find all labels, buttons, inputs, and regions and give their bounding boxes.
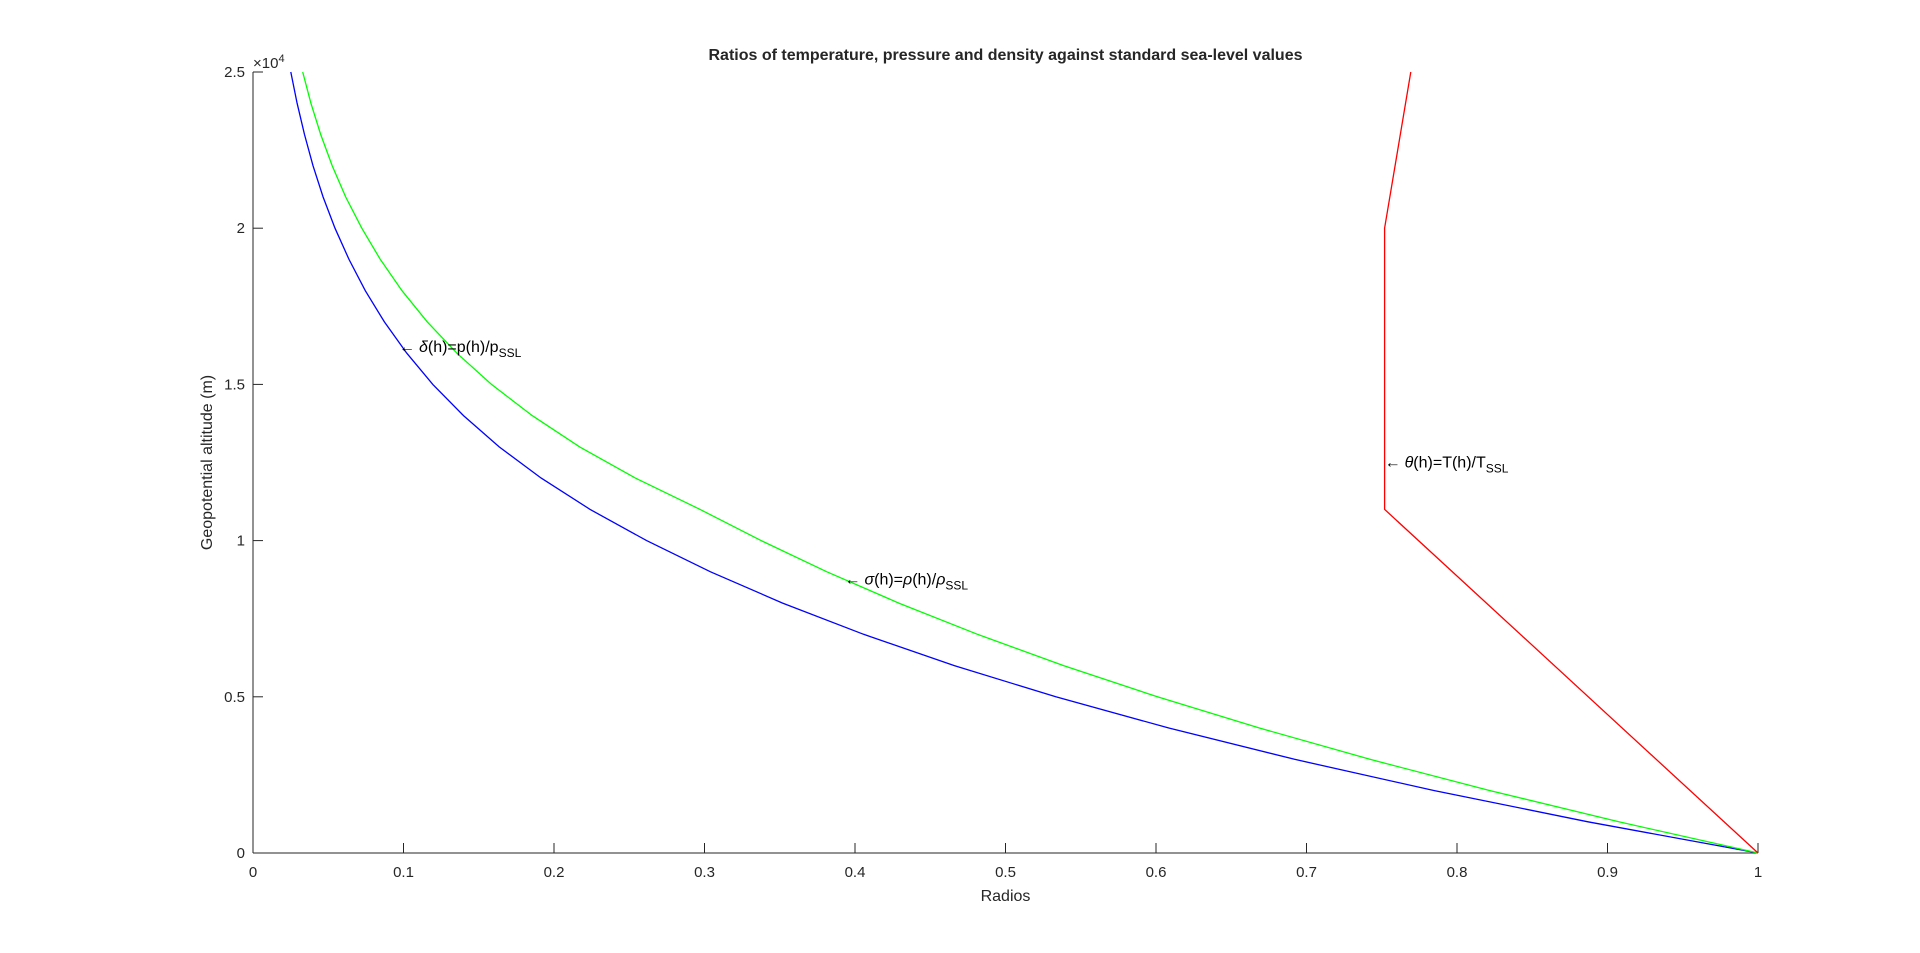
annotation-subscript: SSL bbox=[945, 579, 968, 593]
annotation-symbol: δ bbox=[419, 339, 429, 356]
annotation-symbol: σ bbox=[864, 572, 875, 589]
y-tick-label: 0 bbox=[237, 845, 245, 862]
x-tick-label: 0.6 bbox=[1146, 864, 1167, 881]
annotation-subscript: SSL bbox=[499, 346, 522, 360]
annotation-arrow: ← bbox=[1385, 455, 1401, 472]
series-line-2 bbox=[1383, 71, 1759, 854]
annotation-symbol: θ bbox=[1405, 455, 1414, 472]
x-tick-label: 0 bbox=[249, 864, 257, 881]
y-tick-label: 1.5 bbox=[224, 376, 245, 393]
series-line-0 bbox=[290, 71, 1759, 854]
y-tick-label: 1 bbox=[237, 533, 245, 550]
x-tick-label: 0.2 bbox=[544, 864, 565, 881]
x-tick-label: 0.8 bbox=[1447, 864, 1468, 881]
y-tick-label: 0.5 bbox=[224, 689, 245, 706]
annotation-text: (h)= bbox=[874, 572, 903, 589]
x-tick-label: 0.5 bbox=[995, 864, 1016, 881]
chart-title: Ratios of temperature, pressure and dens… bbox=[709, 47, 1303, 64]
annotation-pressure-ratio: ← δ(h)=p(h)/pSSL bbox=[399, 339, 522, 360]
x-tick-label: 0.1 bbox=[393, 864, 414, 881]
annotation-arrow: ← bbox=[399, 339, 415, 356]
y-axis-exponent: ×104 bbox=[253, 53, 285, 72]
annotations: ← δ(h)=p(h)/pSSL ← σ(h)=ρ(h)/ρSSL ← θ(h)=T(… bbox=[399, 339, 1509, 593]
y-axis-exponent-base: ×10 bbox=[253, 55, 278, 72]
x-tick-label: 0.9 bbox=[1597, 864, 1618, 881]
annotation-text: (h)/ bbox=[912, 572, 937, 589]
series-line-1 bbox=[302, 71, 1759, 854]
y-tick-label: 2.5 bbox=[224, 64, 245, 81]
annotation-temperature-ratio: ← θ(h)=T(h)/TSSL bbox=[1385, 455, 1509, 476]
x-tick-label: 0.4 bbox=[845, 864, 866, 881]
annotation-symbol: ρ bbox=[902, 572, 912, 589]
y-axis-label: Geopotential altitude (m) bbox=[199, 375, 216, 550]
series-lines bbox=[290, 71, 1759, 854]
axes: 0 0.1 0.2 0.3 0.4 0.5 0.6 0.7 0.8 0.9 1 0 0.5 1 1.5 2 2.… bbox=[224, 64, 1762, 881]
annotation-text: (h)=T(h)/T bbox=[1413, 455, 1486, 472]
annotation-subscript: SSL bbox=[1486, 462, 1509, 476]
x-axis-label: Radios bbox=[981, 888, 1031, 905]
annotation-text: (h)=p(h)/p bbox=[428, 339, 499, 356]
annotation-symbol: ρ bbox=[935, 572, 945, 589]
x-tick-label: 1 bbox=[1754, 864, 1762, 881]
annotation-arrow: ← bbox=[844, 572, 860, 589]
annotation-density-ratio: ← σ(h)=ρ(h)/ρSSL bbox=[844, 572, 968, 593]
x-tick-label: 0.7 bbox=[1296, 864, 1317, 881]
x-tick-label: 0.3 bbox=[694, 864, 715, 881]
y-axis-exponent-power: 4 bbox=[278, 53, 284, 65]
y-tick-label: 2 bbox=[237, 220, 245, 237]
